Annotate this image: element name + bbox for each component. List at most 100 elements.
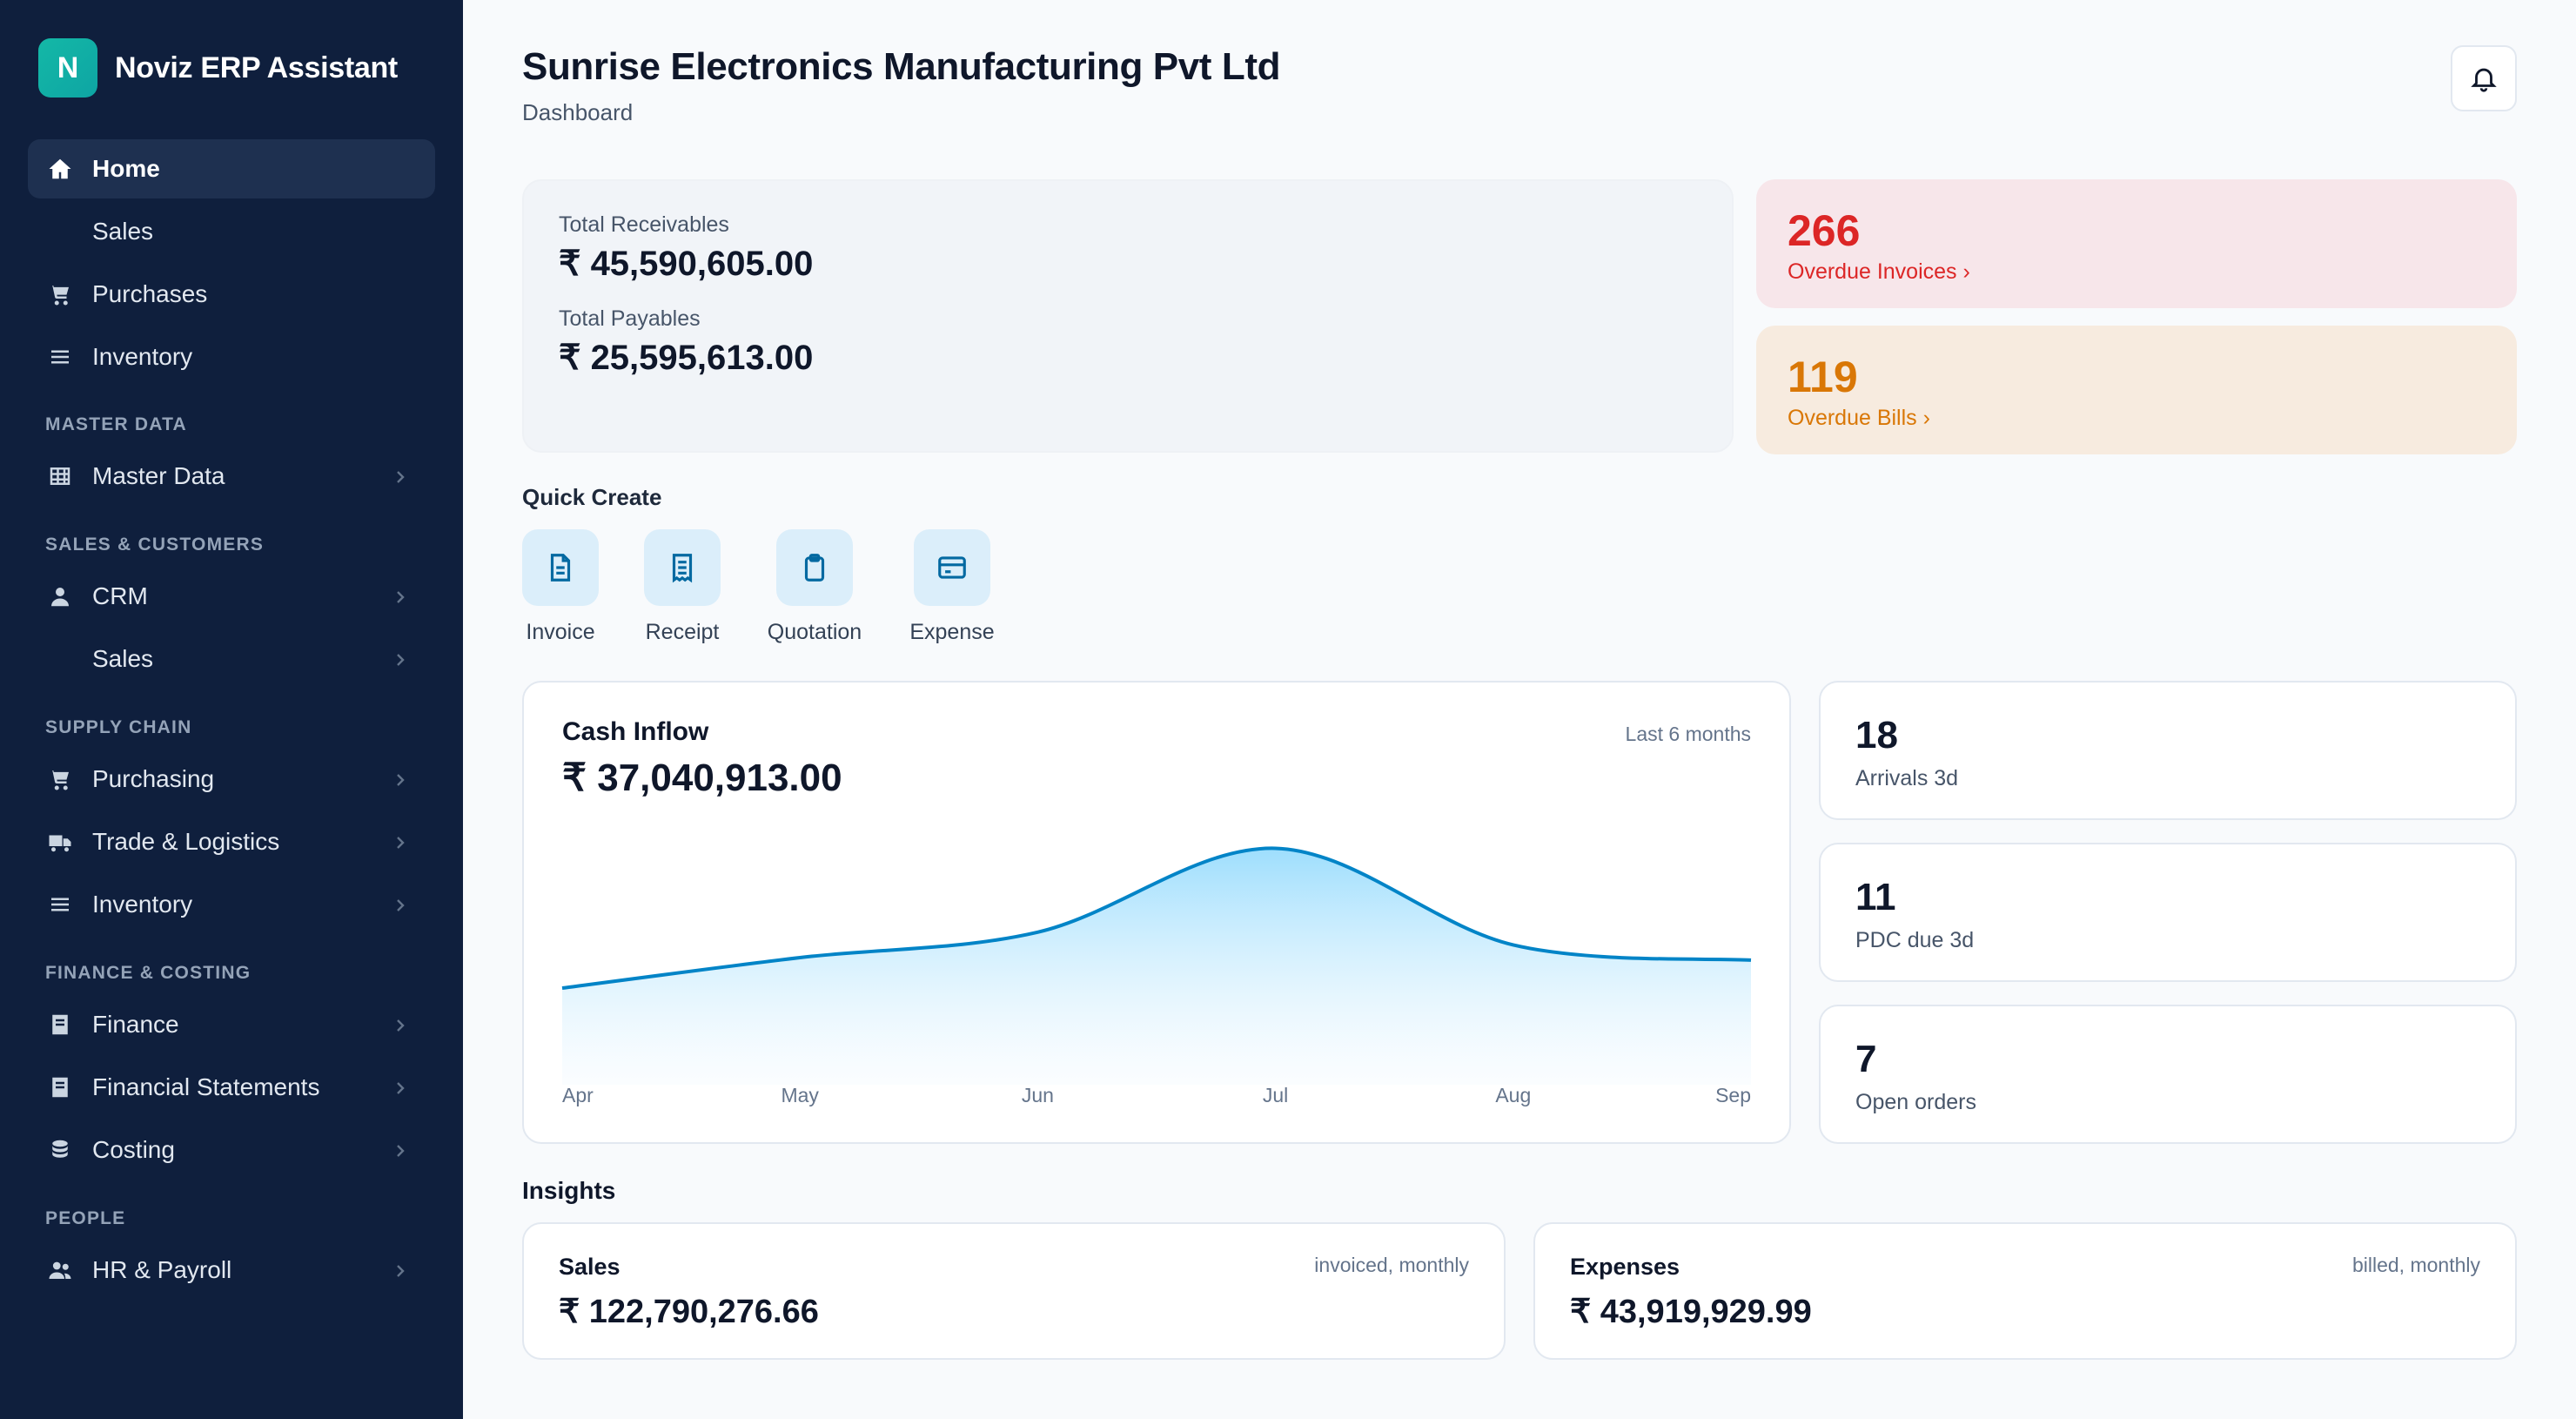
overdue-invoices-link[interactable]: Overdue Invoices › <box>1788 259 1970 284</box>
quick-create-label: Quotation <box>767 620 862 644</box>
x-tick-label: Aug <box>1495 1084 1531 1106</box>
insight-name: Expenses <box>1570 1254 1680 1280</box>
insight-value: ₹ 122,790,276.66 <box>559 1294 819 1330</box>
cash-inflow-title: Cash Inflow <box>562 717 709 746</box>
chevron-right-icon <box>390 649 411 669</box>
clipboard-icon <box>798 551 831 584</box>
sidebar-item-purchasing[interactable]: Purchasing <box>28 750 435 809</box>
sidebar-item-label: Inventory <box>92 343 193 370</box>
sidebar-item-hr-payroll[interactable]: HR & Payroll <box>28 1241 435 1300</box>
sidebar-item-label: Purchasing <box>92 765 215 792</box>
quick-create-expense-button[interactable] <box>914 529 990 606</box>
chevron-right-icon <box>390 769 411 790</box>
quick-create-invoice-button[interactable] <box>522 529 599 606</box>
sidebar-item-label: Finance <box>92 1011 179 1038</box>
sidebar-item-crm[interactable]: CRM <box>28 567 435 626</box>
sidebar-item-financial-statements[interactable]: Financial Statements <box>28 1058 435 1117</box>
insight-name: Sales <box>559 1254 621 1280</box>
sidebar-item-purchases[interactable]: Purchases <box>28 265 435 324</box>
sidebar-item-home[interactable]: Home <box>28 139 435 198</box>
overdue-bills-count: 119 <box>1788 353 1858 401</box>
insight-value: ₹ 43,919,929.99 <box>1570 1294 1812 1330</box>
stat-value: 18 <box>1855 714 1898 757</box>
coins-icon <box>45 1135 75 1165</box>
sidebar-item-inventory-supply[interactable]: Inventory <box>28 875 435 934</box>
sidebar-item-label: Purchases <box>92 280 208 307</box>
totals-card: Total Receivables ₹ 45,590,605.00 Total … <box>522 179 1734 453</box>
quick-create-label: Expense <box>909 620 995 644</box>
user-icon <box>45 582 75 611</box>
overdue-bills-link[interactable]: Overdue Bills › <box>1788 406 1930 430</box>
overdue-bills-card[interactable]: 119 Overdue Bills › <box>1756 326 2517 454</box>
payables-label: Total Payables <box>559 306 701 331</box>
chevron-right-icon <box>390 1014 411 1035</box>
chevron-right-icon <box>390 1140 411 1160</box>
chevron-right-icon <box>390 894 411 915</box>
cart-icon <box>45 279 75 309</box>
x-tick-label: Apr <box>562 1084 594 1106</box>
quick-create-quotation-button[interactable] <box>776 529 853 606</box>
receivables-value: ₹ 45,590,605.00 <box>559 245 814 283</box>
people-icon <box>45 1255 75 1285</box>
overdue-invoices-count: 266 <box>1788 206 1861 255</box>
cart-icon <box>45 764 75 794</box>
payables-value: ₹ 25,595,613.00 <box>559 339 814 377</box>
sidebar-item-label: Costing <box>92 1136 175 1163</box>
ledger-icon <box>45 1073 75 1102</box>
stat-value: 11 <box>1855 876 1896 918</box>
brand[interactable]: N Noviz ERP Assistant <box>38 38 398 98</box>
sidebar-item-sales-crm[interactable]: Sales <box>28 629 435 689</box>
stat-card-open-orders[interactable]: 7 Open orders <box>1819 1005 2517 1144</box>
sidebar-item-label: Sales <box>92 218 154 245</box>
receivables-label: Total Receivables <box>559 212 729 237</box>
table-icon <box>45 461 75 491</box>
section-label-master-data: MASTER DATA <box>45 414 187 434</box>
sidebar-item-label: HR & Payroll <box>92 1256 232 1283</box>
receipt-icon <box>666 551 699 584</box>
chevron-right-icon <box>390 586 411 607</box>
section-label-sales-customers: SALES & CUSTOMERS <box>45 535 265 555</box>
quick-create-label: Invoice <box>526 620 595 644</box>
stat-label: Open orders <box>1855 1090 1976 1114</box>
credit-card-icon <box>936 551 969 584</box>
sidebar-item-label: Financial Statements <box>92 1073 320 1100</box>
insight-card-expenses[interactable]: Expenses billed, monthly ₹ 43,919,929.99 <box>1533 1222 2517 1360</box>
cash-inflow-card: Cash Inflow Last 6 months ₹ 37,040,913.0… <box>522 681 1791 1144</box>
document-icon <box>544 551 577 584</box>
list-icon <box>45 890 75 919</box>
quick-create-title: Quick Create <box>522 484 662 510</box>
truck-icon <box>45 827 75 857</box>
sidebar-item-trade-logistics[interactable]: Trade & Logistics <box>28 812 435 871</box>
cash-inflow-chart: Apr May Jun Jul Aug Sep <box>561 846 1752 1106</box>
sidebar-item-inventory[interactable]: Inventory <box>28 327 435 387</box>
sidebar-item-sales[interactable]: Sales <box>28 202 435 261</box>
overdue-invoices-card[interactable]: 266 Overdue Invoices › <box>1756 179 2517 308</box>
x-tick-label: May <box>781 1084 819 1106</box>
quick-create-label: Receipt <box>645 620 720 644</box>
insight-note: invoiced, monthly <box>1314 1254 1469 1276</box>
sidebar-item-finance[interactable]: Finance <box>28 995 435 1054</box>
sidebar-item-label: Home <box>92 155 160 182</box>
chevron-right-icon <box>390 1260 411 1281</box>
x-tick-label: Jul <box>1263 1084 1288 1106</box>
sidebar-item-master-data[interactable]: Master Data <box>28 447 435 506</box>
bell-icon <box>2469 64 2499 93</box>
page-title: Sunrise Electronics Manufacturing Pvt Lt… <box>522 45 1281 88</box>
insight-card-sales[interactable]: Sales invoiced, monthly ₹ 122,790,276.66 <box>522 1222 1506 1360</box>
stat-card-pdc-due[interactable]: 11 PDC due 3d <box>1819 843 2517 982</box>
chevron-right-icon <box>390 1077 411 1098</box>
x-tick-label: Jun <box>1022 1084 1054 1106</box>
chart-area-fill <box>562 848 1751 1085</box>
chevron-right-icon <box>390 831 411 852</box>
stat-label: PDC due 3d <box>1855 928 1975 952</box>
cash-inflow-period[interactable]: Last 6 months <box>1625 723 1751 745</box>
sidebar-item-costing[interactable]: Costing <box>28 1120 435 1180</box>
chart-series-line <box>561 846 1752 991</box>
sidebar-item-label: Master Data <box>92 462 225 489</box>
notifications-button[interactable] <box>2451 45 2517 111</box>
quick-create-receipt-button[interactable] <box>644 529 721 606</box>
chevron-right-icon <box>390 466 411 487</box>
cash-inflow-value: ₹ 37,040,913.00 <box>562 757 842 799</box>
insight-note: billed, monthly <box>2351 1254 2480 1276</box>
stat-card-arrivals[interactable]: 18 Arrivals 3d <box>1819 681 2517 820</box>
